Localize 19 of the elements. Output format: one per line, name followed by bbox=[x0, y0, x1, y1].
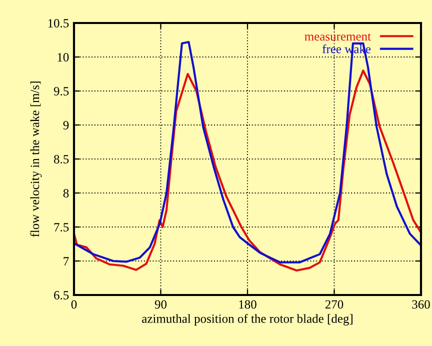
y-tick-label: 7.5 bbox=[54, 223, 69, 232]
legend-label: measurement bbox=[304, 33, 371, 41]
y-tick-label: 10 bbox=[58, 53, 69, 62]
line-series bbox=[74, 70, 421, 272]
y-tick-label: 9.5 bbox=[54, 87, 69, 96]
x-tick-label: 180 bbox=[239, 300, 256, 309]
x-tick-label: 270 bbox=[325, 300, 344, 309]
x-tick-label: 0 bbox=[71, 300, 77, 309]
y-tick-label: 10.5 bbox=[48, 19, 69, 28]
x-axis-title: azimuthal position of the rotor blade [deg] bbox=[142, 314, 352, 326]
y-tick-label: 8 bbox=[63, 189, 69, 198]
x-tick-label: 90 bbox=[154, 300, 167, 309]
x-tick-label: 360 bbox=[412, 300, 430, 309]
y-tick-label: 8.5 bbox=[54, 155, 69, 164]
line-series bbox=[74, 40, 421, 264]
y-tick-label: 6.5 bbox=[54, 291, 69, 300]
y-tick-label: 7 bbox=[64, 257, 69, 266]
y-axis-title: flow velocity in the wake [m/s] bbox=[30, 82, 42, 237]
y-tick-label: 9 bbox=[63, 121, 69, 130]
